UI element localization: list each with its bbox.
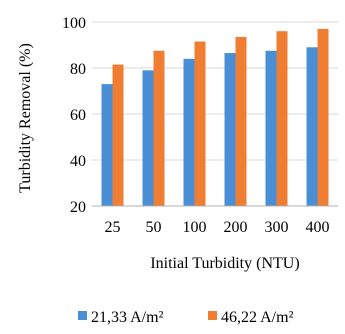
- y-tick-label: 20: [70, 199, 86, 216]
- y-axis-title: Turbidity Removal (%): [17, 43, 34, 193]
- y-tick-label: 40: [70, 153, 86, 170]
- x-axis-title: Initial Turbidity (NTU): [150, 255, 299, 272]
- gridlines: [92, 21, 338, 161]
- x-tick-label: 100: [183, 219, 207, 236]
- x-tick-label: 400: [306, 219, 330, 236]
- bar-series-1-400: [306, 47, 318, 206]
- bar-series-1-200: [224, 53, 236, 206]
- y-tick-label: 80: [70, 61, 86, 78]
- y-tick-labels: 20 40 60 80 100: [62, 15, 86, 216]
- bar-series-2-100: [194, 41, 206, 206]
- bar-series-2-200: [235, 36, 247, 207]
- x-tick-label: 300: [265, 219, 289, 236]
- legend-swatch-1: [78, 311, 87, 320]
- bar-series-2-300: [276, 31, 288, 207]
- y-tick-label: 60: [70, 107, 86, 124]
- legend-label-1: 21,33 A/m²: [91, 309, 164, 326]
- x-tick-labels: 25 50 100 200 300 400: [105, 219, 330, 236]
- bar-series-2-50: [153, 50, 165, 206]
- legend-label-2: 46,22 A/m²: [221, 309, 294, 326]
- bar-series-2-400: [317, 28, 329, 207]
- bar-series-1-25: [101, 84, 113, 206]
- bar-series-1-50: [142, 70, 154, 206]
- y-tick-label: 100: [62, 15, 86, 32]
- x-tick-label: 25: [105, 219, 121, 236]
- x-tick-label: 50: [146, 219, 162, 236]
- bars: [101, 28, 329, 207]
- bar-series-1-100: [183, 58, 195, 206]
- x-tick-label: 200: [224, 219, 248, 236]
- bar-series-1-300: [265, 50, 277, 206]
- legend-swatch-2: [208, 311, 217, 320]
- bar-series-2-25: [112, 64, 124, 206]
- legend: 21,33 A/m² 46,22 A/m²: [78, 309, 294, 326]
